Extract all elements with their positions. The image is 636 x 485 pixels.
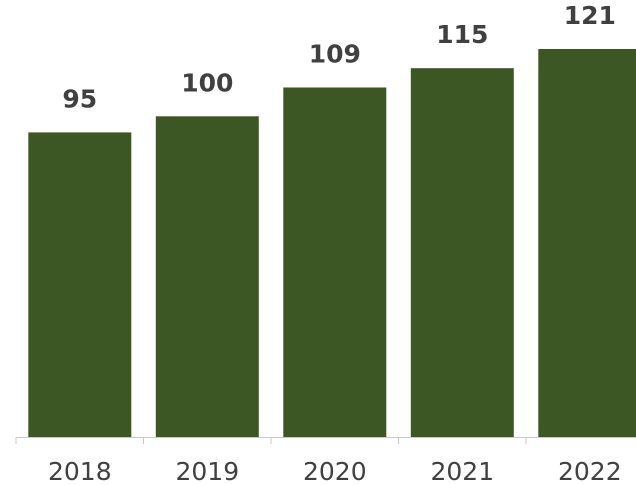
x-axis <box>15 437 636 444</box>
bar-2021 <box>410 68 514 437</box>
x-tick-label-2018: 2018 <box>48 457 112 485</box>
value-label-2021: 115 <box>436 20 488 49</box>
value-label-2020: 109 <box>309 40 361 69</box>
bar-2019 <box>155 116 259 438</box>
bar-2018 <box>28 132 132 437</box>
bar-2020 <box>283 87 387 437</box>
x-tick-label-2019: 2019 <box>175 457 239 485</box>
value-label-2022: 121 <box>564 1 616 30</box>
x-tick-label-2022: 2022 <box>558 457 622 485</box>
value-labels-group: 95 100 109 115 121 <box>62 1 615 113</box>
x-tick-label-2021: 2021 <box>430 457 494 485</box>
bar-2022 <box>538 49 636 437</box>
value-label-2019: 100 <box>181 68 233 97</box>
x-tick-labels-group: 2018 2019 2020 2021 2022 <box>48 457 622 485</box>
x-tick-label-2020: 2020 <box>303 457 367 485</box>
value-label-2018: 95 <box>62 84 97 113</box>
bars-group <box>28 49 636 438</box>
